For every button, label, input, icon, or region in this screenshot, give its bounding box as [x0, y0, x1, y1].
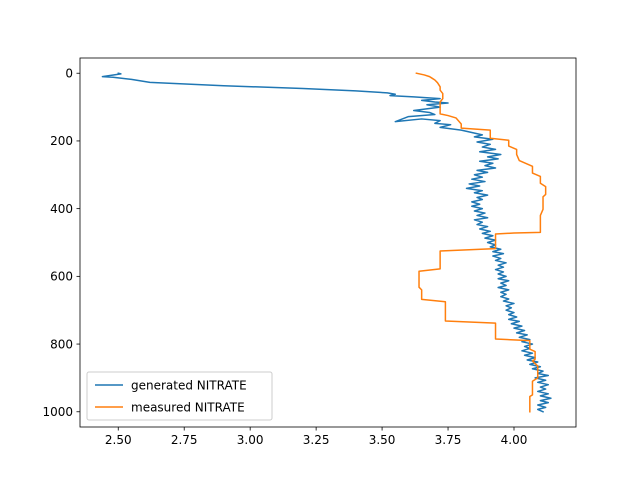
y-tick-label: 200: [50, 134, 73, 148]
y-tick-label: 400: [50, 202, 73, 216]
series-layer: [101, 72, 552, 413]
x-tick-label: 3.00: [237, 433, 264, 447]
legend: generated NITRATE measured NITRATE: [86, 371, 273, 421]
y-axis: 0 200 400 600 800 1000: [42, 67, 80, 419]
x-tick-label: 2.75: [171, 433, 198, 447]
legend-box: [86, 371, 273, 421]
x-tick-label: 4.00: [501, 433, 528, 447]
series-line-measured-nitrate: [415, 72, 547, 413]
y-tick-label: 0: [65, 67, 73, 81]
y-tick-label: 800: [50, 337, 73, 351]
legend-label-measured: measured NITRATE: [131, 401, 245, 415]
x-tick-label: 2.50: [105, 433, 132, 447]
x-tick-label: 3.25: [303, 433, 330, 447]
x-tick-label: 3.75: [435, 433, 462, 447]
series-line-generated-nitrate: [101, 72, 552, 413]
x-tick-label: 3.50: [369, 433, 396, 447]
y-tick-label: 1000: [42, 405, 73, 419]
legend-label-generated: generated NITRATE: [131, 379, 247, 393]
x-axis: 2.50 2.75 3.00 3.25 3.50 3.75 4.00: [105, 427, 527, 447]
plot-frame: [79, 57, 577, 428]
plot-area: [80, 58, 576, 427]
y-tick-label: 600: [50, 270, 73, 284]
